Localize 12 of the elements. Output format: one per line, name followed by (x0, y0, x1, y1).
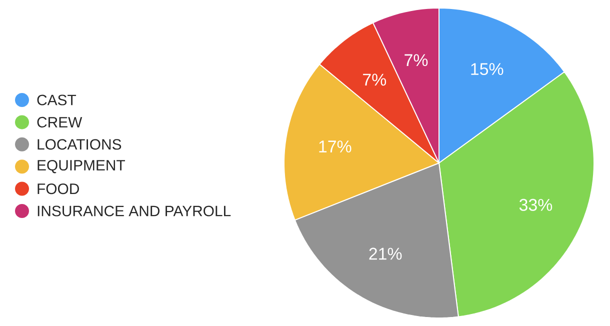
data-label: 7% (363, 74, 386, 86)
legend-label: INSURANCE AND PAYROLL (38, 206, 231, 216)
legend-label: EQUIPMENT (38, 160, 126, 174)
data-label: 33% (519, 198, 552, 211)
data-label: 17% (319, 140, 352, 152)
legend-label: LOCATIONS (38, 139, 122, 150)
data-label: 15% (471, 63, 504, 76)
data-label: 7% (404, 54, 428, 66)
legend-label: CREW (37, 116, 82, 128)
legend-label: CAST (37, 94, 76, 106)
data-label: 21% (369, 248, 402, 260)
legend-label: FOOD (38, 184, 79, 194)
